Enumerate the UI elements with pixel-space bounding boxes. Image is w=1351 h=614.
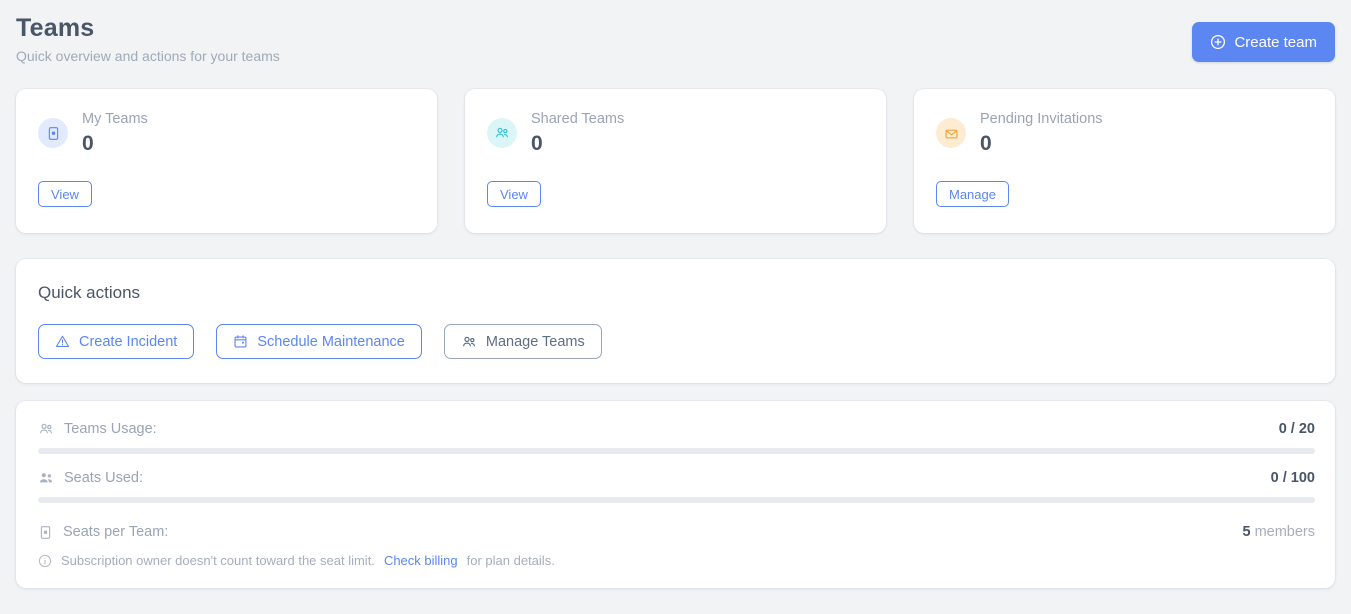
billing-note: Subscription owner doesn't count toward … bbox=[38, 552, 1315, 570]
info-circle-icon bbox=[38, 554, 52, 568]
seats-per-team-count: 5 bbox=[1242, 524, 1251, 540]
teams-usage-label-group: Teams Usage: bbox=[38, 419, 157, 439]
create-team-label: Create team bbox=[1234, 33, 1317, 51]
stat-card-top: My Teams 0 bbox=[38, 109, 415, 157]
page-title: Teams bbox=[16, 14, 95, 42]
stat-card-shared-teams: Shared Teams 0 View bbox=[465, 89, 886, 233]
stat-card-value: 0 bbox=[531, 132, 543, 155]
calendar-icon bbox=[233, 334, 248, 349]
teams-usage-value: 0 / 20 bbox=[1278, 421, 1315, 437]
envelope-icon bbox=[936, 118, 966, 148]
stat-card-label: My Teams bbox=[82, 111, 148, 127]
plus-circle-icon bbox=[1210, 34, 1226, 50]
stat-card-top: Pending Invitations 0 bbox=[936, 109, 1313, 157]
seats-per-team-row: Seats per Team: 5 members bbox=[38, 524, 1315, 540]
seats-per-team-label-group: Seats per Team: bbox=[38, 524, 168, 540]
quick-actions-buttons: Create Incident Schedule Maintenance bbox=[38, 324, 1313, 359]
view-shared-teams-button[interactable]: View bbox=[487, 181, 541, 207]
teams-usage-progress-bar bbox=[38, 448, 1315, 454]
manage-invitations-button[interactable]: Manage bbox=[936, 181, 1009, 207]
stat-card-label: Pending Invitations bbox=[980, 111, 1103, 127]
seats-used-progress-bar bbox=[38, 497, 1315, 503]
stat-card-pending-invitations: Pending Invitations 0 Manage bbox=[914, 89, 1335, 233]
seats-used-label: Seats Used: bbox=[64, 470, 143, 486]
stat-card-value: 0 bbox=[980, 132, 992, 155]
stat-card-row: My Teams 0 View Shared Teams 0 Vi bbox=[16, 89, 1335, 233]
billing-note-text: Subscription owner doesn't count toward … bbox=[61, 553, 375, 568]
schedule-maintenance-button[interactable]: Schedule Maintenance bbox=[216, 324, 422, 359]
teams-usage-label: Teams Usage: bbox=[64, 421, 157, 437]
stat-card-my-teams: My Teams 0 View bbox=[16, 89, 437, 233]
usage-panel: Teams Usage: 0 / 20 Seat bbox=[16, 401, 1335, 588]
seats-used-label-group: Seats Used: bbox=[38, 468, 143, 488]
stat-card-label: Shared Teams bbox=[531, 111, 625, 127]
schedule-maintenance-label: Schedule Maintenance bbox=[257, 333, 405, 350]
usage-row-teams: Teams Usage: 0 / 20 bbox=[38, 419, 1315, 454]
billing-note-suffix: for plan details. bbox=[466, 553, 555, 568]
check-billing-link[interactable]: Check billing bbox=[383, 553, 458, 568]
id-badge-icon bbox=[38, 525, 53, 540]
usage-row-seats: Seats Used: 0 / 100 bbox=[38, 468, 1315, 503]
quick-actions-title: Quick actions bbox=[38, 283, 141, 302]
quick-actions-panel: Quick actions Create Incident bbox=[16, 259, 1335, 383]
usage-row-head: Teams Usage: 0 / 20 bbox=[38, 419, 1315, 439]
stat-card-value: 0 bbox=[82, 132, 94, 155]
seats-per-team-value: 5 members bbox=[1242, 524, 1315, 540]
page-header: Teams Quick overview and actions for you… bbox=[16, 0, 1335, 66]
create-incident-label: Create Incident bbox=[79, 333, 178, 350]
users-icon bbox=[461, 334, 477, 350]
usage-row-head: Seats Used: 0 / 100 bbox=[38, 468, 1315, 488]
stat-card-text: My Teams 0 bbox=[82, 109, 148, 157]
users-outline-icon bbox=[38, 421, 54, 437]
id-badge-icon bbox=[38, 118, 68, 148]
page-subtitle: Quick overview and actions for your team… bbox=[16, 48, 280, 64]
page-heading-block: Teams Quick overview and actions for you… bbox=[16, 12, 280, 66]
manage-teams-button[interactable]: Manage Teams bbox=[443, 324, 602, 359]
users-icon bbox=[487, 118, 517, 148]
stat-card-top: Shared Teams 0 bbox=[487, 109, 864, 157]
stat-card-text: Shared Teams 0 bbox=[531, 109, 624, 157]
seats-per-team-label: Seats per Team: bbox=[63, 524, 169, 540]
create-team-button[interactable]: Create team bbox=[1192, 22, 1335, 62]
stat-card-text: Pending Invitations 0 bbox=[980, 109, 1103, 157]
warning-triangle-icon bbox=[55, 334, 70, 349]
create-incident-button[interactable]: Create Incident bbox=[38, 324, 195, 359]
seats-used-value: 0 / 100 bbox=[1270, 470, 1315, 486]
users-filled-icon bbox=[38, 470, 54, 486]
view-my-teams-button[interactable]: View bbox=[38, 181, 92, 207]
seats-per-team-unit: members bbox=[1254, 524, 1315, 540]
manage-teams-label: Manage Teams bbox=[485, 333, 585, 350]
